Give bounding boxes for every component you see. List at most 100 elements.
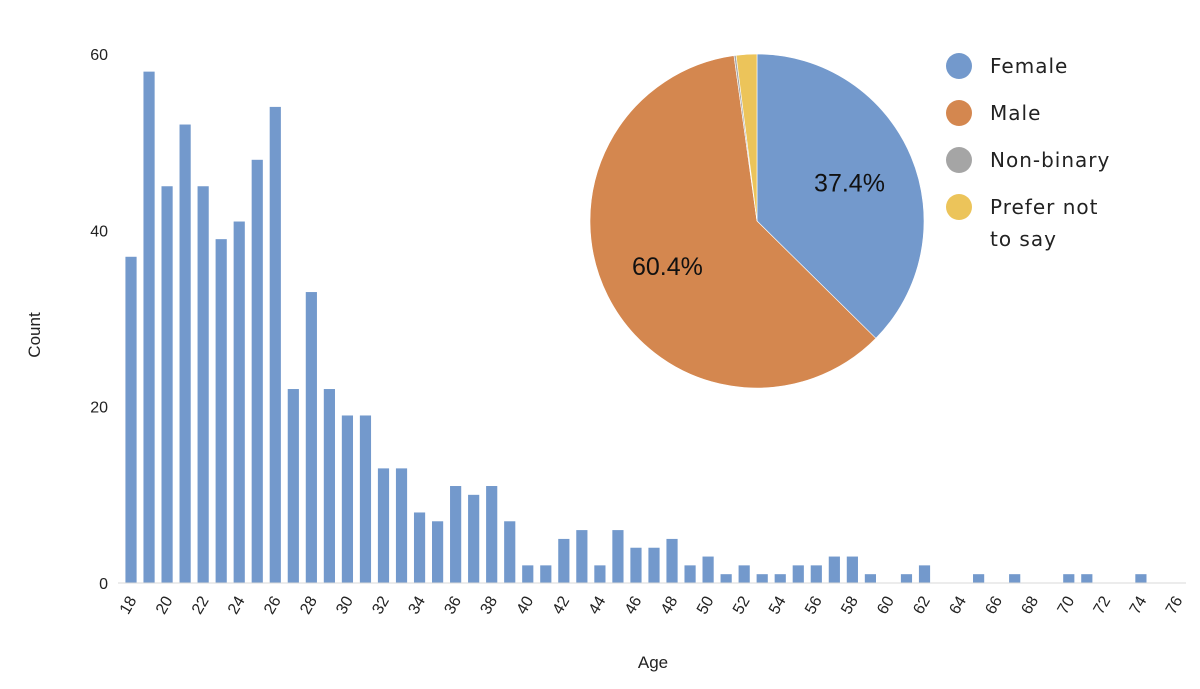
x-tick-label: 56 (802, 593, 826, 617)
y-axis-title: Count (25, 312, 44, 358)
bar-age-56 (810, 565, 822, 583)
x-tick-label: 50 (694, 593, 718, 617)
x-tick-label: 40 (514, 593, 538, 617)
x-tick-label: 28 (297, 593, 321, 617)
y-tick-label: 20 (90, 400, 108, 417)
pie-labels: 37.4% 60.4% (632, 169, 885, 281)
bar-age-71 (1081, 574, 1093, 583)
bar-age-47 (648, 547, 660, 583)
bar-age-23 (215, 239, 227, 583)
x-tick-label: 34 (405, 593, 429, 617)
pie-slice-female (756, 53, 925, 339)
pie-label-female: 37.4% (814, 169, 885, 197)
legend-label: Prefer not (990, 195, 1098, 219)
x-tick-label: 30 (333, 593, 357, 617)
x-tick-label: 20 (153, 593, 177, 617)
pie-slice-male (589, 55, 877, 389)
bar-age-59 (864, 574, 876, 583)
pie-slices (589, 53, 925, 389)
gender-pie: 37.4% 60.4% Female Male Non-binary Prefer no… (589, 53, 1110, 389)
bar-age-49 (684, 565, 696, 583)
bar-age-34 (413, 512, 426, 583)
bar-age-45 (612, 530, 624, 583)
bar-age-26 (269, 106, 281, 584)
x-tick-label: 24 (225, 593, 249, 617)
bar-age-40 (522, 565, 534, 583)
bar-age-20 (161, 186, 173, 583)
x-tick-label: 74 (1127, 593, 1151, 617)
bar-age-58 (846, 556, 858, 583)
y-tick-label: 40 (90, 223, 108, 240)
bar-age-37 (468, 494, 480, 583)
x-tick-label: 70 (1055, 593, 1079, 617)
legend-label: Female (990, 54, 1068, 78)
bar-age-30 (341, 415, 354, 583)
bar-age-22 (197, 186, 209, 583)
bar-age-50 (702, 556, 714, 583)
bar-age-41 (540, 565, 552, 583)
bar-age-35 (432, 521, 444, 583)
x-tick-label: 48 (658, 593, 682, 617)
bar-age-62 (918, 565, 931, 583)
bar-age-33 (395, 468, 408, 583)
bar-age-27 (287, 389, 299, 583)
bar-age-44 (594, 565, 606, 583)
bar-age-21 (179, 124, 191, 583)
bar-age-55 (792, 565, 804, 583)
x-tick-label: 72 (1091, 593, 1115, 617)
legend-swatch (946, 194, 972, 220)
legend-swatch (946, 147, 972, 173)
x-tick-label: 62 (910, 593, 934, 617)
x-tick-label: 26 (261, 593, 285, 617)
legend-swatch (946, 53, 972, 79)
x-tick-labels: 18 20 22 24 26 28 30 32 34 36 38 40 42 44 46 48 50 52 54 56… (117, 593, 1187, 617)
x-axis-title: Age (638, 653, 668, 672)
bar-age-36 (450, 486, 462, 583)
bar-age-52 (738, 565, 750, 583)
x-tick-label: 66 (982, 593, 1006, 617)
bar-age-51 (720, 574, 732, 583)
bar-age-38 (486, 486, 498, 583)
x-tick-label: 44 (586, 593, 610, 617)
bar-age-61 (900, 574, 913, 583)
bar-age-70 (1063, 574, 1075, 583)
bar-age-46 (630, 547, 642, 583)
x-tick-label: 64 (946, 593, 970, 617)
pie-legend: Female Male Non-binary Prefer not to say (946, 53, 1110, 251)
bar-age-19 (143, 71, 155, 583)
x-tick-label: 46 (622, 593, 646, 617)
x-tick-label: 18 (117, 593, 141, 617)
x-tick-label: 58 (838, 593, 862, 617)
y-tick-label: 0 (99, 576, 108, 593)
x-tick-label: 52 (730, 593, 754, 617)
y-tick-labels: 0 20 40 60 (90, 47, 108, 593)
bar-age-42 (558, 538, 570, 583)
x-tick-label: 76 (1163, 593, 1187, 617)
bar-age-25 (251, 159, 263, 584)
bar-age-39 (504, 521, 516, 583)
legend-label: Male (990, 101, 1041, 125)
bar-age-28 (305, 292, 317, 583)
x-tick-label: 42 (550, 593, 574, 617)
x-tick-label: 36 (441, 593, 465, 617)
bar-age-29 (323, 389, 335, 583)
age-histogram: 0 20 40 60 18 20 22 24 26 28 30 32 34 36 38 40 42 44 46 48… (25, 47, 1187, 672)
pie-label-male: 60.4% (632, 253, 703, 281)
bar-age-74 (1135, 574, 1147, 583)
y-tick-label: 60 (90, 47, 108, 64)
bar-age-43 (576, 530, 588, 583)
bar-age-53 (756, 574, 768, 583)
x-tick-label: 68 (1019, 593, 1043, 617)
bar-age-57 (828, 556, 840, 583)
bar-age-31 (359, 415, 372, 583)
age-bars (125, 71, 1147, 584)
legend-label: Non-binary (990, 148, 1110, 172)
bar-age-65 (973, 574, 985, 583)
bar-age-32 (377, 468, 390, 583)
legend-label: to say (990, 227, 1057, 251)
bar-age-48 (666, 538, 678, 583)
legend-swatch (946, 100, 972, 126)
bar-age-54 (774, 574, 786, 583)
x-tick-label: 32 (369, 593, 393, 617)
